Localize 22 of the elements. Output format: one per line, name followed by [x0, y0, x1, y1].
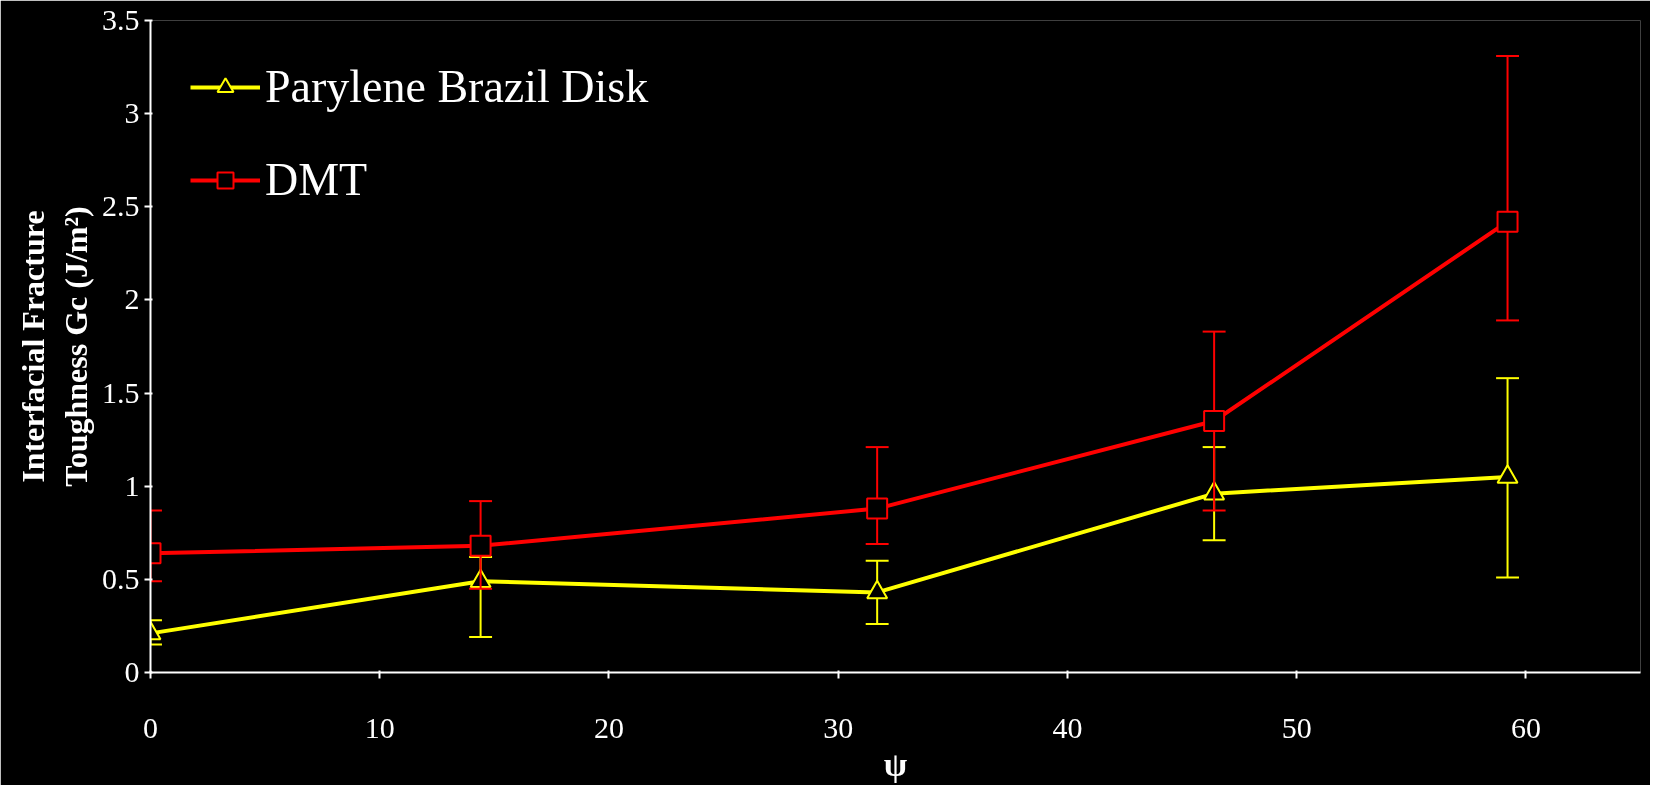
y-tick-label: 3.5 [102, 3, 140, 36]
x-tick-label: 10 [364, 710, 395, 744]
y-tick-label: 0.5 [102, 561, 140, 595]
point [1203, 410, 1226, 433]
y-tick-label: 2.5 [102, 189, 140, 223]
y-tick-label: 0 [124, 655, 140, 688]
y-tick-label: 3 [124, 96, 140, 130]
y-axis-title: Interfacial Fracture Toughness Gc (J/m²) [14, 206, 94, 487]
x-axis-title: ψ [883, 745, 908, 783]
x-tick-label: 40 [1052, 710, 1083, 744]
legend-label: DMT [265, 153, 368, 206]
point [1496, 210, 1519, 233]
x-tick-label: 20 [593, 710, 624, 744]
y-tick-label: 2 [124, 282, 140, 316]
x-tick-label: 50 [1281, 710, 1312, 744]
point [866, 579, 889, 600]
y-tick-label: 1.5 [102, 375, 140, 409]
legend-label: Parylene Brazil Disk [265, 60, 649, 113]
x-tick-label: 60 [1510, 710, 1541, 744]
y-tick-label: 1 [124, 468, 140, 502]
point [1496, 464, 1519, 484]
x-tick-label: 30 [823, 710, 854, 744]
